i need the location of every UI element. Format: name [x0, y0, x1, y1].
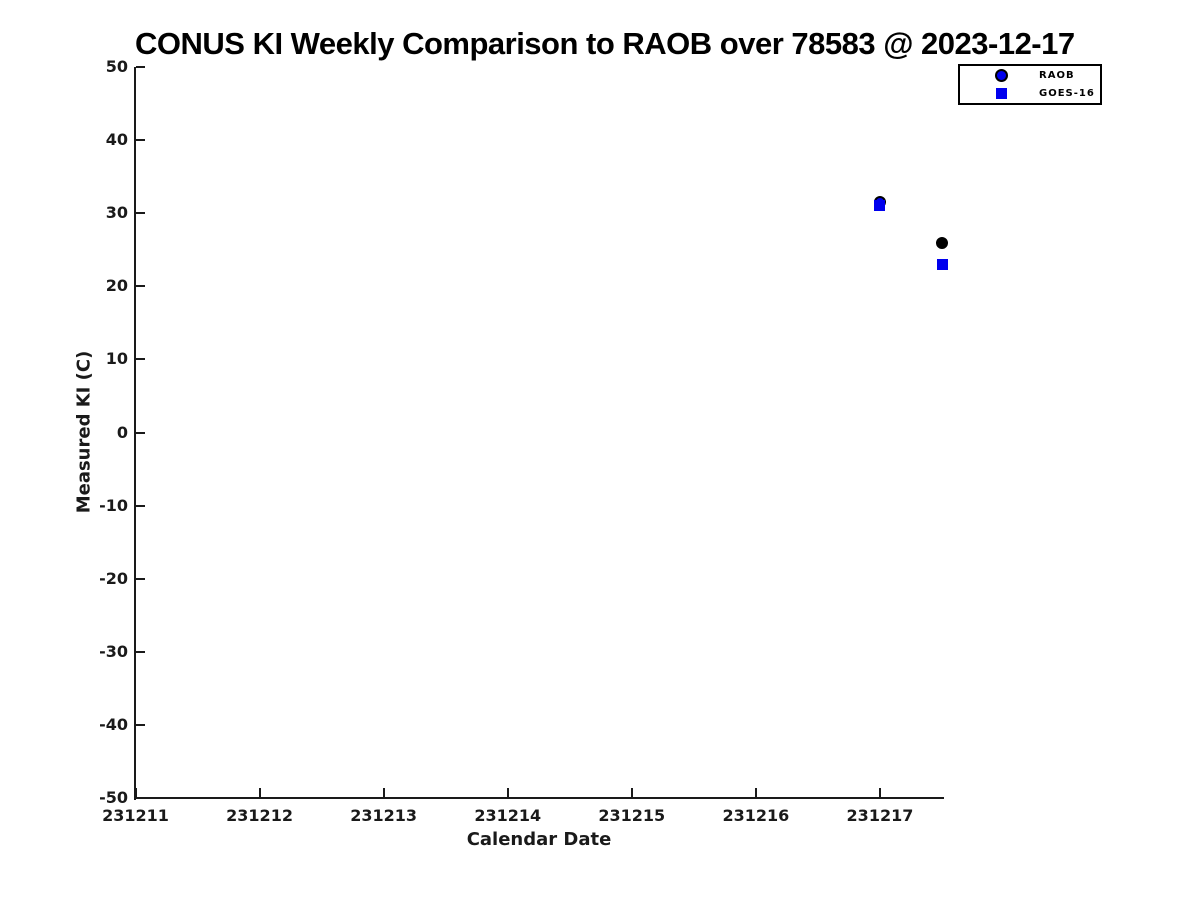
y-tick: [136, 139, 145, 142]
legend-row: RAOB: [960, 68, 1100, 83]
data-point-goes-16: [936, 258, 948, 270]
data-point-unlabeled-black-dot: [936, 237, 948, 250]
x-tick-label: 231217: [846, 806, 914, 825]
x-tick: [134, 788, 137, 797]
y-tick: [136, 650, 145, 653]
x-tick-label: 231211: [102, 806, 169, 825]
x-tick: [630, 788, 633, 797]
x-tick: [878, 788, 881, 797]
x-tick-label: 231214: [474, 806, 542, 825]
y-tick-label: -40: [99, 714, 128, 734]
x-axis-line: [134, 797, 944, 799]
x-tick: [506, 788, 509, 797]
y-tick-label: 0: [116, 422, 128, 442]
y-tick-label: 20: [105, 276, 128, 296]
data-point-goes-16: [874, 199, 886, 211]
y-tick-label: -50: [99, 788, 128, 807]
x-tick-label: 231213: [350, 806, 418, 825]
y-tick-label: -10: [99, 495, 128, 515]
x-tick-label: 231215: [598, 806, 666, 825]
legend-label: RAOB: [1039, 70, 1075, 82]
y-tick: [136, 66, 145, 68]
x-tick-label: 231212: [226, 806, 293, 825]
legend-square-marker-icon: [994, 86, 1009, 101]
y-tick: [136, 723, 145, 726]
y-tick-label: 50: [105, 57, 128, 76]
x-axis-label: Calendar Date: [466, 829, 612, 850]
x-tick-label: 231216: [722, 806, 790, 825]
y-axis-line: [134, 67, 136, 800]
y-tick-label: 10: [105, 349, 128, 369]
y-tick-label: 40: [105, 130, 128, 150]
x-tick: [258, 788, 261, 797]
y-tick: [136, 358, 145, 361]
y-tick-label: -20: [99, 568, 128, 588]
legend-label: GOES-16: [1039, 87, 1095, 99]
y-tick-label: -30: [99, 641, 128, 661]
y-tick: [136, 212, 145, 215]
legend-circle-marker-icon: [994, 68, 1009, 83]
y-tick-label: 30: [105, 203, 128, 223]
y-tick: [136, 577, 145, 580]
y-tick: [136, 797, 145, 799]
y-tick: [136, 431, 145, 434]
legend-row: GOES-16: [960, 86, 1100, 101]
chart-title: CONUS KI Weekly Comparison to RAOB over …: [135, 26, 1075, 61]
x-tick: [754, 788, 757, 797]
y-tick: [136, 504, 145, 507]
x-tick: [382, 788, 385, 797]
y-tick: [136, 285, 145, 288]
legend: RAOB GOES-16: [958, 64, 1102, 105]
